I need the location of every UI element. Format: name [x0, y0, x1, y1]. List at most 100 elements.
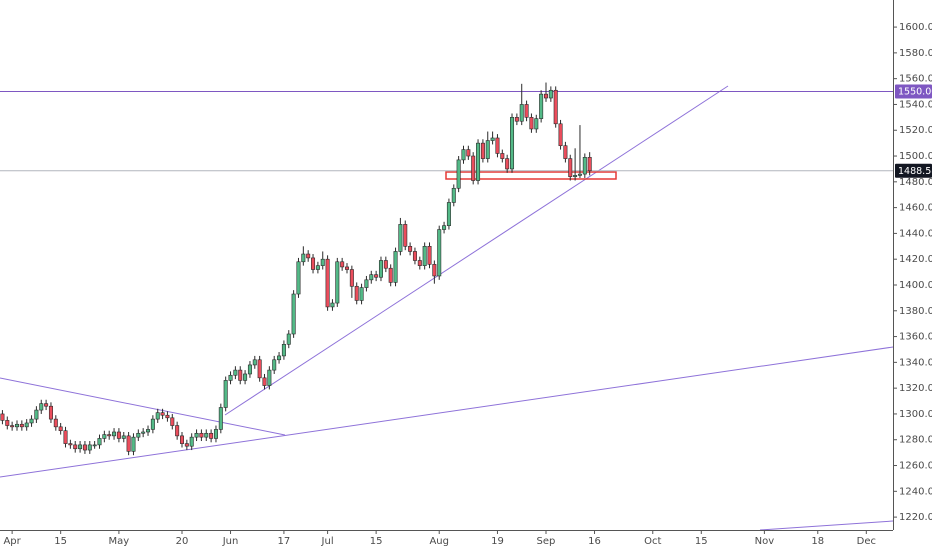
- y-tick-label: 1440.00: [899, 228, 932, 239]
- candle-body: [131, 436, 136, 452]
- y-tick-label: 1360.00: [899, 332, 932, 343]
- candle-body: [514, 117, 519, 122]
- candle-body: [553, 89, 558, 125]
- candle-body: [286, 333, 291, 345]
- candle-body: [466, 149, 471, 157]
- candle-body: [87, 444, 92, 451]
- candle-body: [204, 432, 209, 438]
- candle-body: [315, 265, 320, 270]
- candle-body: [48, 405, 53, 420]
- candle-body: [534, 118, 539, 130]
- candle-body: [568, 158, 573, 177]
- candle-body: [417, 260, 422, 266]
- candle-body: [340, 261, 345, 268]
- candle-body: [422, 246, 427, 266]
- candle-body: [505, 158, 510, 170]
- candle-body: [529, 117, 534, 130]
- y-tick-label: 1560.00: [899, 74, 932, 85]
- candle-body: [281, 344, 286, 357]
- candle-body: [519, 104, 524, 122]
- candle-body: [359, 287, 364, 301]
- candle-body: [243, 373, 248, 381]
- x-tick-label: Jun: [222, 536, 239, 547]
- y-tick-label: 1480.00: [899, 177, 932, 188]
- y-tick-label: 1400.00: [899, 280, 932, 291]
- candle-body: [471, 155, 476, 181]
- candle-body: [194, 432, 199, 438]
- candle-body: [577, 173, 582, 176]
- candle-body: [34, 409, 39, 420]
- candle-body: [480, 142, 485, 159]
- price-label-box: [895, 163, 932, 178]
- candle-body: [165, 414, 170, 419]
- candle-body: [369, 274, 374, 281]
- price-label: 1488.58: [898, 166, 932, 177]
- candle-body: [199, 432, 204, 438]
- candle-body: [24, 422, 29, 428]
- y-tick-label: 1460.00: [899, 203, 932, 214]
- y-tick-label: 1220.00: [899, 512, 932, 523]
- candle-body: [573, 175, 578, 177]
- candle-body: [301, 253, 306, 263]
- candle-body: [539, 93, 544, 119]
- candle-body: [296, 261, 301, 295]
- candle-body: [150, 418, 155, 430]
- candle-body: [53, 418, 58, 428]
- y-tick-label: 1500.00: [899, 151, 932, 162]
- candle-body: [374, 274, 379, 278]
- candle-body: [558, 123, 563, 147]
- candle-body: [189, 436, 194, 447]
- candle-body: [209, 432, 214, 439]
- x-tick-label: Aug: [429, 536, 449, 547]
- candle-body: [58, 426, 63, 432]
- candle-body: [136, 432, 141, 438]
- candle-body: [510, 117, 515, 170]
- y-tick-label: 1240.00: [899, 486, 932, 497]
- trend-line: [759, 520, 894, 531]
- candle-body: [92, 444, 97, 447]
- candle-body: [349, 269, 354, 287]
- x-tick-label: 16: [588, 536, 601, 547]
- y-tick-label: 1600.00: [899, 22, 932, 33]
- drawings: [0, 85, 894, 531]
- y-tick-label: 1280.00: [899, 435, 932, 446]
- trend-line: [224, 85, 729, 416]
- candle-body: [378, 260, 383, 278]
- candle-body: [393, 251, 398, 283]
- y-tick-label: 1340.00: [899, 357, 932, 368]
- candle-body: [228, 374, 233, 381]
- candle-body: [116, 431, 121, 439]
- candle-body: [432, 264, 437, 277]
- y-tick-label: 1320.00: [899, 383, 932, 394]
- candle-body: [330, 302, 335, 308]
- x-tick-label: 15: [370, 536, 383, 547]
- candle-body: [155, 412, 160, 420]
- candle-body: [39, 403, 44, 411]
- candle-body: [364, 279, 369, 288]
- candle-body: [272, 359, 277, 371]
- candle-body: [184, 443, 189, 447]
- candle-body: [112, 431, 117, 437]
- candle-body: [141, 431, 146, 434]
- trend-line: [0, 377, 286, 436]
- candle-body: [267, 369, 272, 386]
- candle-body: [247, 364, 252, 375]
- candle-body: [403, 224, 408, 247]
- candle-body: [446, 202, 451, 226]
- x-tick-label: Sep: [537, 536, 556, 547]
- candle-body: [563, 145, 568, 159]
- price-label-box: [895, 84, 932, 99]
- candle-body: [485, 140, 490, 159]
- x-tick-label: 17: [278, 536, 291, 547]
- candle-body: [548, 89, 553, 99]
- candle-body: [218, 407, 223, 430]
- candle-body: [461, 149, 466, 161]
- x-tick-label: Apr: [3, 536, 21, 547]
- candle-body: [252, 359, 257, 366]
- candle-body: [476, 142, 481, 181]
- y-tick-label: 1260.00: [899, 461, 932, 472]
- candle-body: [63, 430, 68, 444]
- candle-body: [121, 435, 126, 439]
- candle-body: [451, 187, 456, 203]
